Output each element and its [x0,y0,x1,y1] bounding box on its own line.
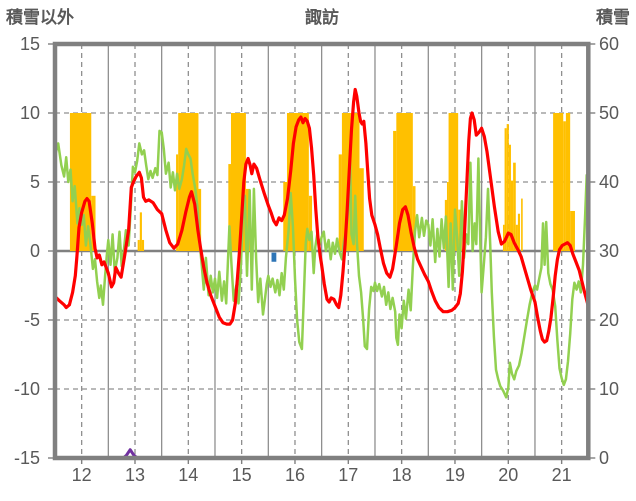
left-axis-tick-label: -15 [13,448,40,468]
right-axis-tick-label: 10 [599,379,620,399]
green-line [55,129,589,399]
x-axis-tick-label: 14 [178,465,199,485]
left-axis-tick-label: -5 [23,310,40,330]
x-axis-tick-label: 18 [391,465,412,485]
x-axis-tick-label: 13 [124,465,145,485]
right-axis-tick-label: 0 [599,448,610,468]
right-axis-tick-label: 50 [599,103,620,123]
right-axis-tick-label: 60 [599,34,620,54]
axis-ticks [48,43,596,464]
x-axis-tick-label: 21 [551,465,572,485]
x-axis-tick-label: 12 [71,465,92,485]
red-line [55,87,589,344]
chart-title: 諏訪 [305,8,339,27]
left-axis-tick-label: 0 [29,241,40,261]
x-axis-tick-label: 20 [498,465,519,485]
right-axis-tick-label: 20 [599,310,620,330]
x-axis-tick-label: 16 [284,465,305,485]
x-axis-tick-label: 17 [338,465,359,485]
right-axis-tick-label: 30 [599,241,620,261]
x-axis-tick-label: 15 [231,465,252,485]
left-axis-tick-label: 10 [19,103,40,123]
blue-mark [271,252,277,262]
left-axis-tick-label: 5 [29,172,40,192]
purple-line [55,448,589,458]
left-axis-tick-label: -10 [13,379,40,399]
x-axis-tick-label: 19 [444,465,465,485]
left-axis-tick-label: 15 [19,34,40,54]
right-axis-tick-label: 40 [599,172,620,192]
right-axis-title: 積雪 [596,8,630,27]
left-axis-title: 積雪以外 [6,8,74,27]
